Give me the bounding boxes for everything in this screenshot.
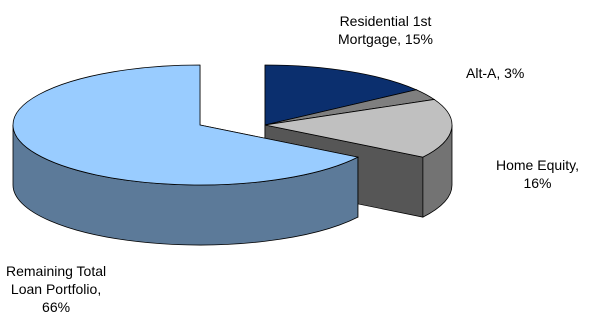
slice-label-alt-a: Alt-A, 3% bbox=[466, 64, 524, 82]
pie-top-layer bbox=[12, 64, 453, 186]
slice-label-remaining-total-loan-portfolio: Remaining Total Loan Portfolio, 66% bbox=[6, 262, 106, 316]
label-line: Remaining Total bbox=[6, 263, 107, 279]
label-line: Home Equity, bbox=[496, 157, 579, 173]
label-line: Loan Portfolio, bbox=[10, 281, 102, 297]
slice-2-top bbox=[264, 99, 453, 158]
slice-0-top bbox=[264, 64, 418, 126]
slice-label-residential-1st-mortgage: Residential 1st Mortgage, 15% bbox=[338, 12, 433, 48]
slice-3-top bbox=[12, 64, 360, 186]
slice-label-home-equity: Home Equity, 16% bbox=[496, 156, 579, 192]
label-line: Mortgage, 15% bbox=[338, 31, 433, 47]
pie-slices bbox=[12, 64, 453, 246]
label-line: Residential 1st bbox=[339, 13, 432, 29]
label-line: 66% bbox=[42, 299, 71, 315]
label-line: 16% bbox=[523, 175, 552, 191]
label-line: Alt-A, 3% bbox=[466, 65, 525, 81]
